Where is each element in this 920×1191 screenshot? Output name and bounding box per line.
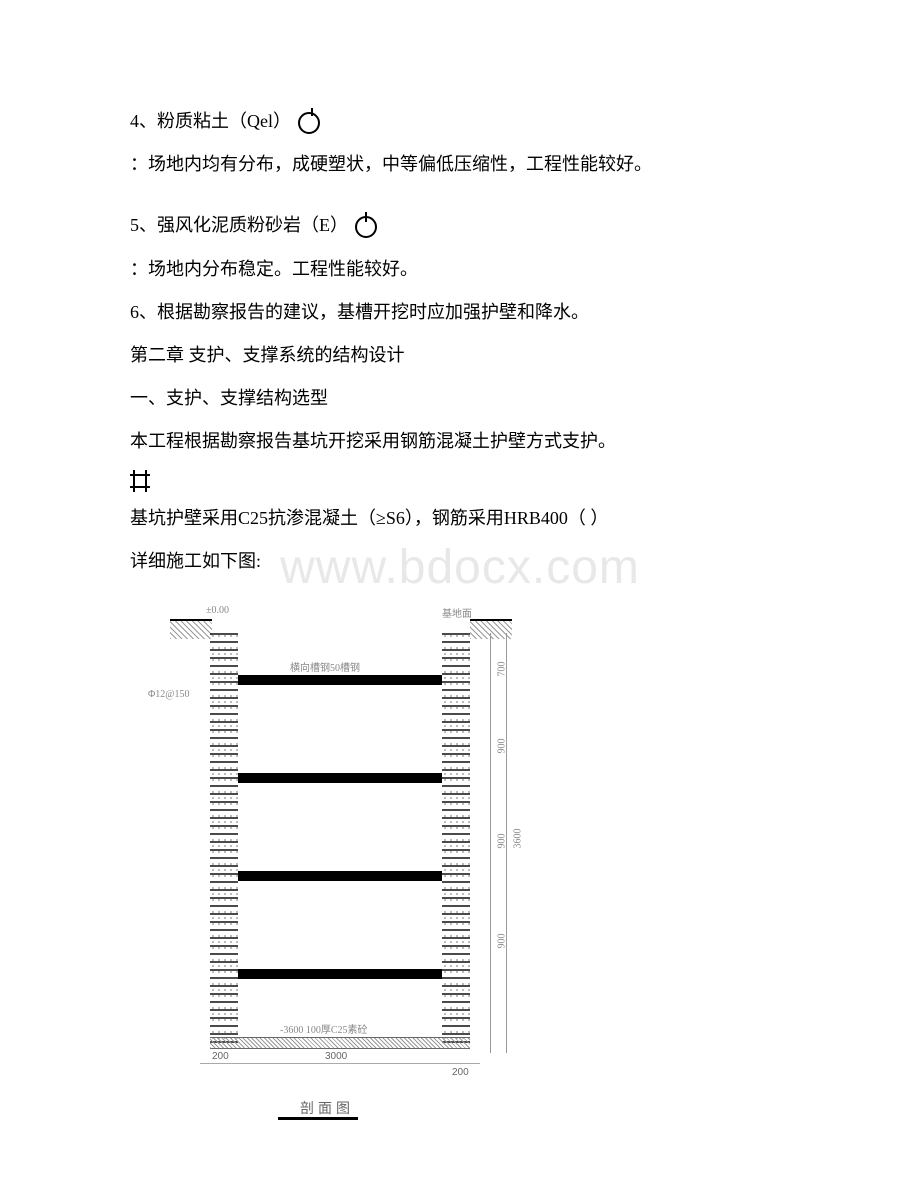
rebar-label: Φ12@150 — [148, 689, 190, 700]
text-line: ：场地内分布稳定。工程性能较好。 — [130, 248, 790, 291]
strut-beam — [238, 871, 442, 881]
strut-beam — [238, 675, 442, 685]
strut-beam — [238, 969, 442, 979]
text-line: ：场地内均有分布，成硬塑状，中等偏低压缩性，工程性能较好。 — [130, 143, 790, 186]
text-line: 本工程根据勘察报告基坑开挖采用钢筋混凝土护壁方式支护。 — [130, 420, 790, 463]
strut-label: 横向槽钢50槽钢 — [290, 659, 360, 674]
text-line: 基坑护壁采用C25抗渗混凝土（≥S6），钢筋采用HRB400（ ） — [130, 497, 790, 540]
text-line: 详细施工如下图: — [130, 540, 790, 583]
text-line: 4、粉质粘土（Qel） — [130, 100, 790, 143]
section-diagram: ±0.00 基地面 横向槽钢50槽钢 Φ12@150 -3600 100厚C25… — [130, 593, 790, 1103]
dimension-text: 200 — [212, 1051, 229, 1062]
text-line: 6、根据勘察报告的建议，基槽开挖时应加强护壁和降水。 — [130, 291, 790, 334]
text: 4、粉质粘土（Qel） — [130, 111, 291, 131]
wall-left — [210, 633, 238, 1043]
symbol-line — [130, 470, 790, 492]
text-line: 一、支护、支撑结构选型 — [130, 377, 790, 420]
document-body: 4、粉质粘土（Qel） ：场地内均有分布，成硬塑状，中等偏低压缩性，工程性能较好… — [130, 100, 790, 583]
dimension-line — [490, 633, 491, 1053]
dimension-text: 3000 — [325, 1051, 347, 1062]
geology-symbol-icon — [298, 112, 320, 134]
dimension-text: 900 — [497, 834, 508, 849]
dimension-text: 3600 — [513, 829, 524, 849]
strut-beam — [238, 773, 442, 783]
dimension-text: 900 — [497, 739, 508, 754]
dimension-text: 700 — [497, 662, 508, 677]
geology-symbol-icon — [355, 216, 377, 238]
ground-label: 基地面 — [442, 605, 472, 620]
dimension-text: 200 — [452, 1067, 469, 1078]
dimension-text: 900 — [497, 934, 508, 949]
slab-label: -3600 100厚C25素砼 — [280, 1021, 368, 1036]
wall-right — [442, 633, 470, 1043]
rebar-symbol-icon — [130, 474, 150, 488]
text-line: 5、强风化泥质粉砂岩（E） — [130, 204, 790, 247]
ground-hatch-icon — [170, 619, 212, 639]
diagram-caption: 剖面图 — [300, 1098, 354, 1118]
text: 5、强风化泥质粉砂岩（E） — [130, 215, 348, 235]
text-line: 第二章 支护、支撑系统的结构设计 — [130, 334, 790, 377]
concrete-slab — [210, 1037, 470, 1049]
dimension-line — [200, 1063, 480, 1064]
caption-underline — [278, 1117, 358, 1120]
elevation-label: ±0.00 — [206, 605, 229, 616]
